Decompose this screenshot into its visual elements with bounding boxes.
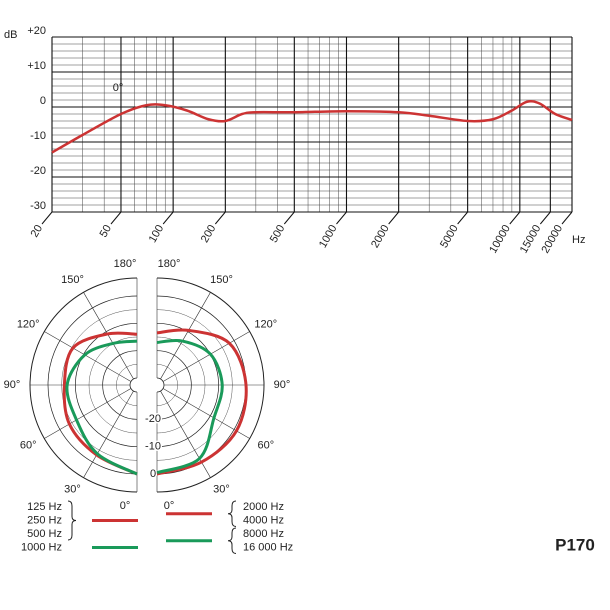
legend-label: 16 000 Hz (243, 541, 293, 553)
angle-label: 60° (20, 439, 37, 451)
grid-spoke (160, 292, 211, 380)
legend-brace (227, 527, 237, 554)
x-tick-label: 100 (147, 223, 167, 245)
tick-mark (214, 211, 226, 225)
polar-curve (65, 339, 138, 476)
angle-label: 120° (17, 318, 40, 330)
center-ring (129, 377, 138, 393)
y-tick-label: +20 (27, 25, 46, 37)
legend-brace (67, 500, 77, 541)
center-ring (156, 377, 165, 393)
tick-mark (41, 211, 53, 225)
angle-label: 30° (213, 484, 230, 496)
angle-label: 30° (64, 484, 81, 496)
y-tick-label: +10 (27, 60, 46, 72)
grid-spoke (83, 292, 134, 380)
x-tick-label: 20000 (539, 223, 565, 255)
r-tick-label: -10 (145, 441, 161, 453)
tick-mark (457, 211, 469, 225)
x-tick-label: 5000 (438, 223, 461, 250)
model-label: P170 (555, 535, 595, 554)
x-tick-label: 50 (98, 223, 115, 240)
x-tick-label: 200 (199, 223, 219, 245)
x-tick-label: 10000 (487, 223, 513, 255)
x-axis-unit: Hz (572, 234, 585, 246)
polar-curve (156, 338, 224, 475)
tick-mark (283, 211, 295, 225)
y-tick-label: -20 (30, 165, 46, 177)
y-tick-label: -30 (30, 200, 46, 212)
polar-curve (156, 328, 248, 476)
angle-label: 150° (61, 274, 84, 286)
r-tick-label: 0 (150, 468, 156, 480)
legend-label: 4000 Hz (243, 514, 284, 526)
legend-label: 125 Hz (27, 501, 62, 513)
x-tick-label: 20 (29, 223, 46, 240)
angle-label: 180° (114, 258, 137, 270)
annotation: 0° (113, 82, 124, 94)
angle-label: 90° (274, 379, 291, 391)
tick-mark (162, 211, 174, 225)
grid-spoke (162, 331, 250, 382)
angle-label: 120° (254, 318, 277, 330)
angle-label: 180° (158, 258, 181, 270)
angle-label: 90° (4, 379, 21, 391)
y-tick-label: 0 (40, 95, 46, 107)
tick-mark (539, 211, 551, 225)
r-tick-label: -20 (145, 413, 161, 425)
legend-label: 1000 Hz (21, 541, 62, 553)
angle-label: 60° (257, 439, 274, 451)
legend-label: 8000 Hz (243, 528, 284, 540)
legend-label: 250 Hz (27, 514, 62, 526)
tick-mark (388, 211, 400, 225)
x-tick-label: 500 (268, 223, 288, 245)
y-axis-label: dB (4, 29, 17, 41)
legend-label: 500 Hz (27, 528, 62, 540)
legend-label: 2000 Hz (243, 501, 284, 513)
tick-mark (336, 211, 347, 225)
tick-mark (110, 211, 122, 225)
grid-spoke (44, 331, 132, 382)
tick-mark (561, 211, 573, 225)
response-curve (51, 99, 573, 154)
x-tick-label: 2000 (369, 223, 392, 250)
angle-label: 0° (164, 500, 175, 512)
tick-mark (509, 211, 521, 225)
x-tick-label: 1000 (317, 223, 340, 250)
y-tick-label: -10 (30, 130, 46, 142)
angle-label: 0° (120, 500, 131, 512)
grid-spoke (44, 388, 132, 439)
grid-spoke (83, 390, 134, 478)
angle-label: 150° (210, 274, 233, 286)
legend-brace (227, 500, 237, 527)
